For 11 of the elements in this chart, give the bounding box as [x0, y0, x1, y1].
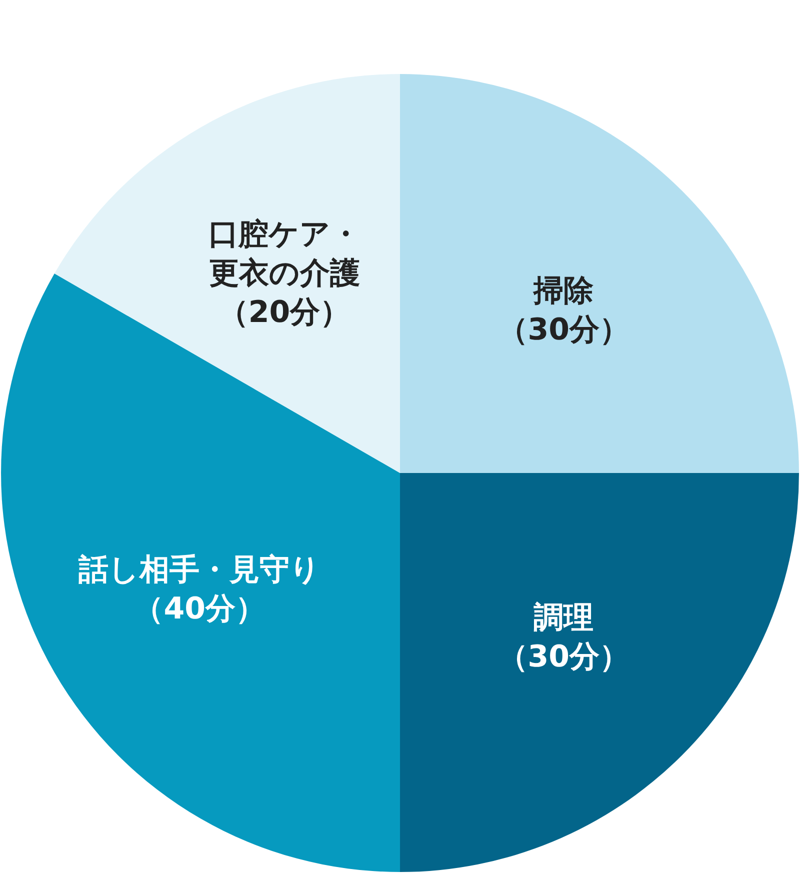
- pie-slice: [54, 74, 400, 473]
- pie-slice: [400, 74, 799, 473]
- slice-label: 掃除: [532, 273, 594, 308]
- slice-label: 口腔ケア・更衣の介護: [208, 217, 360, 292]
- data-label: （40分）: [134, 592, 266, 627]
- data-label: （30分）: [498, 640, 630, 675]
- data-label: （30分）: [498, 312, 630, 348]
- pie-slice: [400, 473, 799, 872]
- slice-label: 調理: [534, 600, 594, 636]
- slice-label: 話し相手・見守り: [78, 552, 321, 588]
- data-label: （20分）: [218, 295, 350, 330]
